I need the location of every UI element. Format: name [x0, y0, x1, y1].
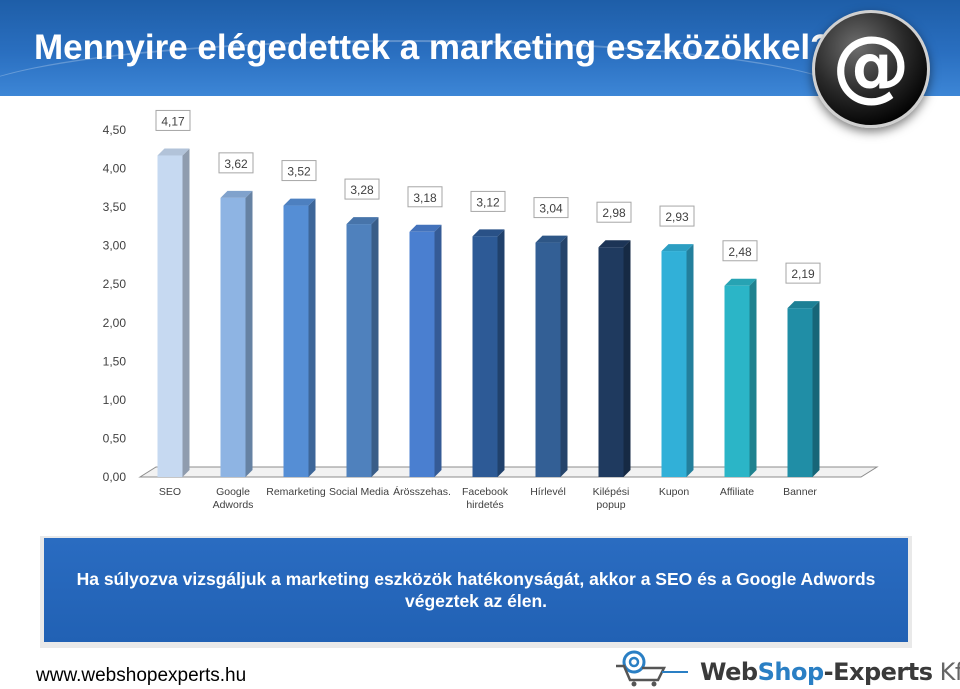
bar — [220, 197, 246, 477]
bar — [724, 285, 750, 477]
bar — [346, 224, 372, 477]
y-tick-label: 3,00 — [103, 239, 127, 253]
bar-side — [182, 148, 190, 478]
data-label-box — [659, 205, 695, 227]
bar — [661, 251, 687, 477]
at-sign-icon: @ — [812, 10, 930, 128]
data-label: 2,93 — [665, 210, 689, 224]
bar-top — [598, 240, 631, 248]
conclusion-banner: Ha súlyozva vizsgáljuk a marketing eszkö… — [44, 538, 908, 642]
bar-side — [623, 240, 631, 477]
data-label: 3,28 — [350, 183, 374, 197]
category-label: hirdetés — [466, 499, 503, 511]
data-label: 2,98 — [602, 206, 626, 220]
y-tick-label: 0,00 — [103, 470, 127, 484]
bar — [598, 247, 624, 477]
data-label-box — [722, 240, 758, 262]
category-label: Hírlevél — [530, 486, 566, 498]
bar-top — [787, 301, 820, 309]
bar — [157, 155, 183, 478]
category-label: Facebook — [462, 486, 509, 498]
bar — [535, 242, 561, 477]
brand-part-kft: Kft. — [939, 658, 960, 686]
category-label: popup — [596, 499, 625, 511]
data-label: 3,04 — [539, 202, 563, 216]
y-tick-label: 0,50 — [103, 431, 127, 445]
category-label: SEO — [159, 486, 181, 498]
bar-side — [497, 229, 505, 477]
y-tick-label: 3,50 — [103, 200, 127, 214]
data-label-box — [596, 201, 632, 223]
data-label: 3,12 — [476, 195, 500, 209]
brand-part-shop: Shop — [757, 658, 825, 686]
bar-side — [371, 217, 379, 477]
bar-side — [749, 278, 757, 477]
category-label: Remarketing — [266, 486, 326, 498]
bar-top — [661, 244, 694, 252]
data-label: 3,18 — [413, 191, 437, 205]
footer-url[interactable]: www.webshopexperts.hu — [36, 665, 247, 686]
y-tick-label: 4,50 — [103, 123, 127, 137]
bar — [283, 205, 309, 477]
category-label: Kupon — [659, 486, 690, 498]
category-label: Google — [216, 486, 250, 498]
bar-top — [472, 229, 505, 237]
bar — [787, 308, 813, 477]
bar-side — [560, 235, 568, 477]
header-band: Mennyire elégedettek a marketing eszközö… — [0, 0, 960, 96]
data-label-box — [785, 262, 821, 284]
category-label: Banner — [783, 486, 817, 498]
bar — [472, 236, 498, 477]
conclusion-text: Ha súlyozva vizsgáljuk a marketing eszkö… — [76, 569, 876, 611]
data-label-box — [344, 178, 380, 200]
header-swoosh — [0, 40, 860, 96]
shopping-cart-icon — [616, 650, 688, 687]
bar-top — [346, 217, 379, 225]
data-label: 3,62 — [224, 157, 248, 171]
bar-side — [308, 198, 316, 477]
data-label-box — [533, 197, 569, 219]
bar-top — [409, 224, 442, 232]
category-label: Kilépési — [593, 486, 630, 498]
y-tick-label: 1,00 — [103, 393, 127, 407]
bar-side — [245, 190, 253, 477]
y-tick-label: 4,00 — [103, 162, 127, 176]
data-label: 2,48 — [728, 245, 752, 259]
data-label: 4,17 — [161, 114, 185, 128]
data-label-box — [470, 190, 506, 212]
data-label: 2,19 — [791, 267, 815, 281]
data-label-box — [218, 152, 254, 174]
bar — [409, 231, 435, 477]
data-label-box — [281, 160, 317, 182]
bar-side — [434, 224, 442, 477]
brand-part-experts: -Experts — [823, 658, 933, 686]
bar-top — [283, 198, 316, 206]
y-tick-label: 2,00 — [103, 316, 127, 330]
category-label: Social Media — [329, 486, 389, 498]
data-label-box — [407, 186, 443, 208]
bar-top — [724, 278, 757, 286]
category-label: Árösszehas. — [393, 485, 451, 498]
data-label-box — [155, 109, 191, 131]
brand-part-web: Web — [700, 658, 758, 686]
bar-side — [812, 301, 820, 477]
bar-top — [157, 148, 190, 156]
category-label: Adwords — [213, 499, 254, 511]
category-label: Affiliate — [720, 486, 754, 498]
bar-top — [535, 235, 568, 243]
bar-side — [686, 244, 694, 477]
data-label: 3,52 — [287, 165, 311, 179]
y-tick-label: 2,50 — [103, 277, 127, 291]
bar-chart: 0,00 0,50 1,00 1,50 2,00 2,50 3,00 3,50 4,00 4,50… — [103, 109, 879, 511]
bar-top — [220, 190, 253, 198]
page-title: Mennyire elégedettek a marketing eszközö… — [34, 28, 832, 67]
brand-name: WebShop-Experts Kft. — [700, 658, 960, 686]
y-tick-label: 1,50 — [103, 354, 127, 368]
